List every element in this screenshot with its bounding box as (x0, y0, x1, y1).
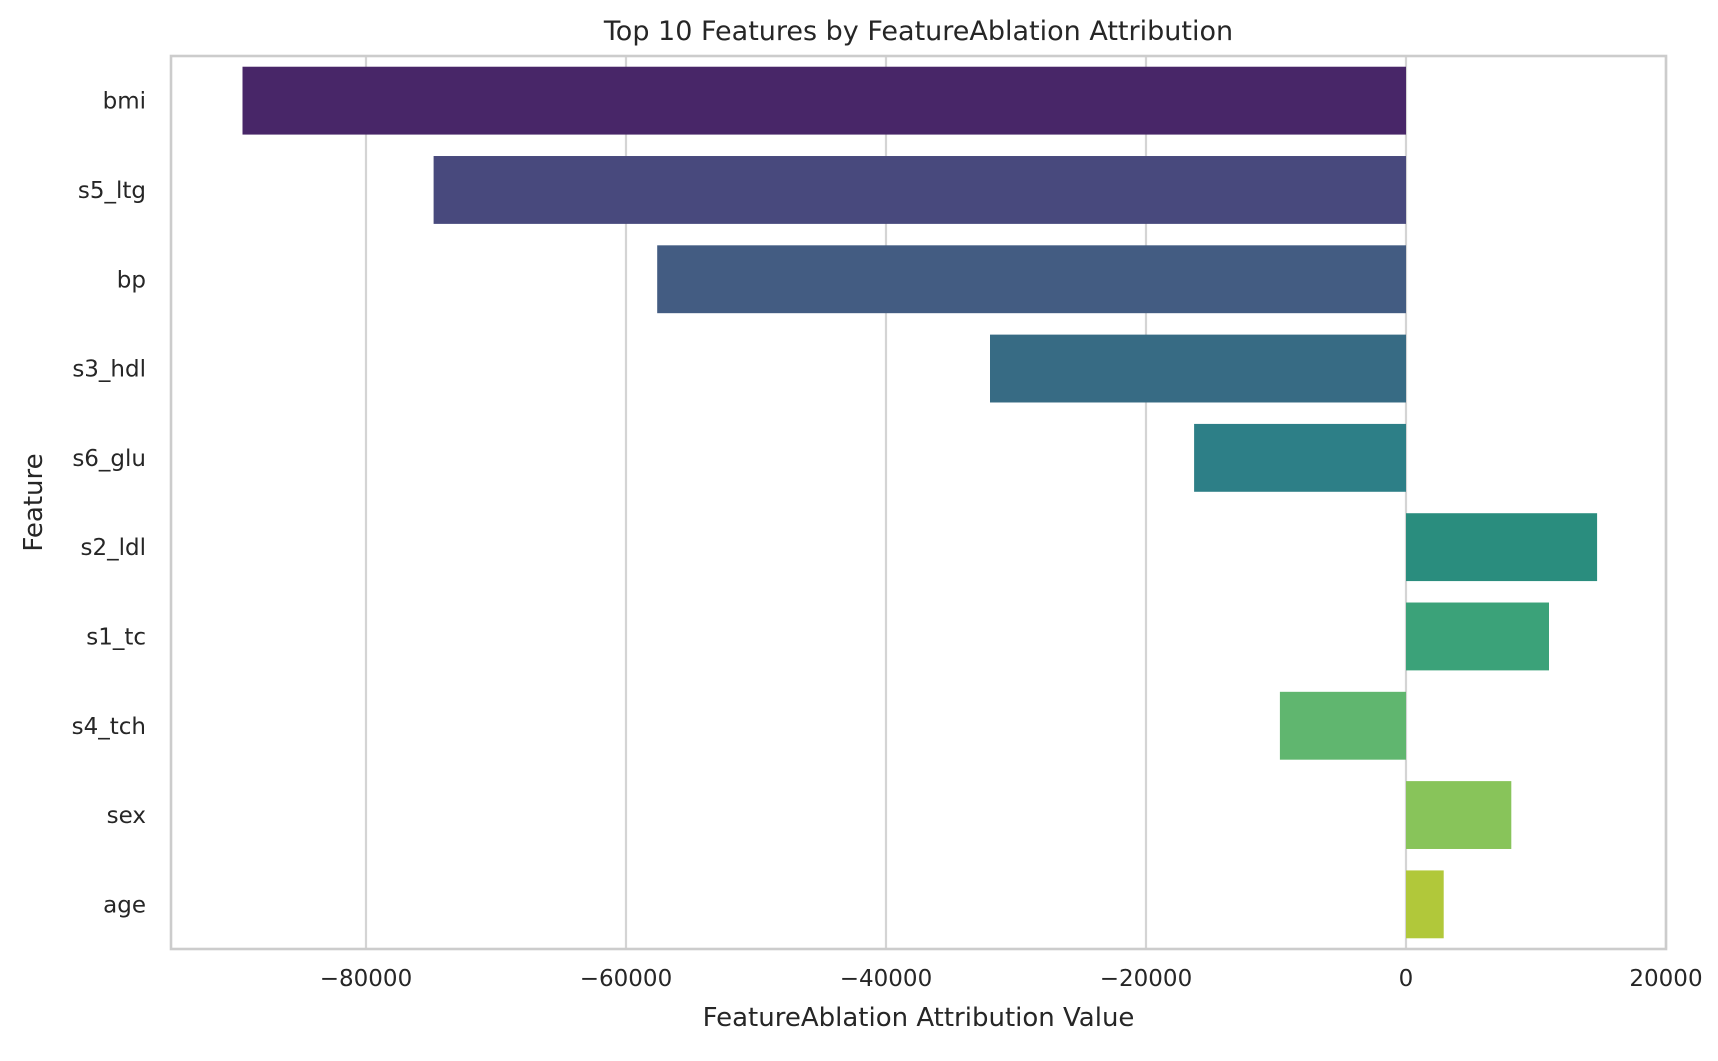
chart-title: Top 10 Features by FeatureAblation Attri… (603, 16, 1233, 47)
y-tick-label: s6_glu (72, 446, 146, 472)
bar-sex (1406, 781, 1512, 849)
x-tick-label: −20000 (1100, 966, 1192, 992)
y-tick-label: age (103, 892, 146, 918)
x-axis-label: FeatureAblation Attribution Value (703, 1003, 1135, 1033)
bar-s3_hdl (990, 334, 1406, 403)
x-tick-label: −40000 (840, 966, 932, 992)
y-tick-label: s3_hdl (72, 357, 146, 383)
bar-s4_tch (1279, 691, 1406, 760)
y-tick-label: s5_ltg (78, 178, 146, 204)
y-tick-label: s4_tch (72, 714, 146, 740)
x-tick-label: −80000 (320, 966, 412, 992)
x-tick-label: 20000 (1629, 966, 1702, 992)
y-axis-label: Feature (19, 453, 49, 551)
y-tick-label: bp (117, 267, 146, 293)
plot-frame (169, 54, 1668, 951)
x-tick-label: 0 (1399, 966, 1414, 992)
bar-layer (242, 66, 1598, 939)
x-tick-label: −60000 (580, 966, 672, 992)
y-tick-label: s1_tc (86, 624, 146, 650)
bar-s1_tc (1406, 602, 1549, 671)
bar-bp (657, 245, 1406, 314)
y-tick-label: s2_ldl (81, 535, 147, 561)
x-tick-labels: −80000 −60000 −40000 −20000 0 20000 (320, 966, 1703, 992)
bar-bmi (242, 66, 1406, 135)
y-tick-label: sex (107, 803, 146, 829)
bar-s2_ldl (1406, 513, 1598, 582)
bar-age (1406, 870, 1444, 939)
y-tick-label: bmi (103, 89, 146, 115)
bar-s6_glu (1194, 423, 1406, 492)
bar-s5_ltg (433, 156, 1407, 224)
